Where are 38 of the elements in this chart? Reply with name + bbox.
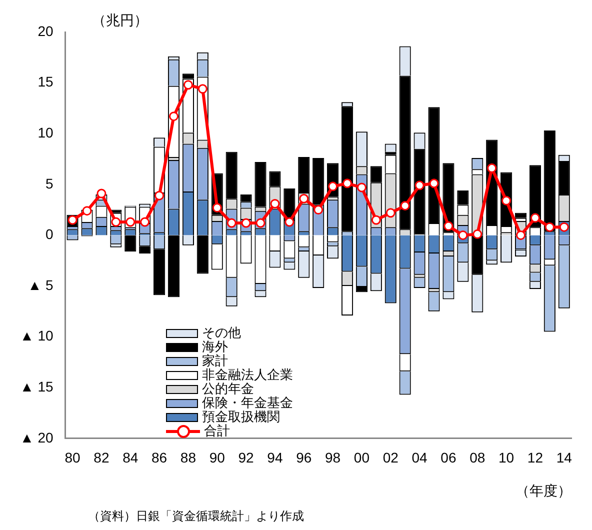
x-tick-label: 96	[296, 450, 312, 466]
x-tick-label: 10	[498, 450, 514, 466]
x-tick-label: 84	[122, 450, 138, 466]
y-tick-label: 0	[46, 226, 54, 242]
y-tick-label: ▲ 10	[20, 328, 54, 344]
y-tick-label: 15	[38, 74, 54, 90]
legend-label: 合計	[204, 423, 230, 438]
x-tick-label: 14	[556, 450, 572, 466]
x-tick-label: 86	[152, 450, 168, 466]
y-tick-label: 20	[38, 22, 54, 39]
y-axis-title: （兆円）	[92, 12, 148, 30]
x-tick-label: 04	[412, 450, 428, 466]
x-tick-label: 02	[382, 450, 399, 466]
y-tick-label: 5	[46, 175, 54, 192]
y-tick-label: 10	[38, 124, 54, 140]
x-tick-label: 00	[354, 450, 370, 466]
legend-label: 非金融法人企業	[202, 367, 293, 382]
x-tick-label: 06	[440, 450, 456, 466]
x-tick-label: 88	[180, 450, 196, 466]
x-tick-label: 12	[527, 450, 544, 466]
x-tick-label: 98	[325, 450, 341, 466]
legend-label: 保険・年金基金	[202, 395, 293, 410]
legend-label: 預金取扱機関	[202, 409, 280, 424]
y-tick-label: ▲ 15	[20, 378, 54, 394]
x-tick-label: 82	[94, 450, 110, 466]
x-axis-title: （年度）	[515, 482, 572, 498]
y-tick-label: ▲ 20	[20, 429, 54, 446]
legend-label: 家計	[202, 353, 228, 368]
x-tick-label: 94	[267, 450, 283, 466]
x-tick-label: 92	[238, 450, 254, 466]
x-tick-label: 80	[64, 450, 81, 466]
x-tick-label: 08	[470, 450, 486, 466]
legend-label: 公的年金	[202, 381, 254, 396]
legend-label: 海外	[202, 339, 228, 354]
text: （資料）日銀「資金循環統計」より作成	[88, 508, 305, 525]
legend-label: その他	[202, 325, 241, 340]
y-tick-label: ▲ 5	[28, 276, 54, 293]
x-tick-label: 90	[209, 450, 226, 466]
